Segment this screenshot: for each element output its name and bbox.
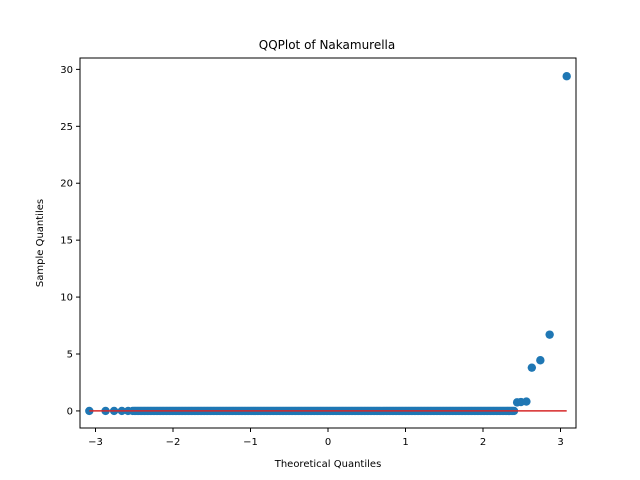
y-tick-label: 0 (67, 406, 73, 417)
x-tick-label: 3 (557, 437, 563, 448)
x-axis-label: Theoretical Quantiles (274, 459, 382, 470)
data-point (536, 356, 545, 365)
x-tick-label: −2 (166, 437, 181, 448)
data-point (527, 363, 537, 372)
y-axis-label: Sample Quantiles (35, 199, 46, 287)
y-tick-label: 5 (67, 350, 73, 361)
y-tick-label: 10 (60, 293, 73, 304)
x-tick-label: 0 (325, 437, 331, 448)
y-tick-label: 15 (60, 236, 73, 247)
x-axis: −3 −2 −1 0 1 2 3 (88, 428, 564, 448)
y-tick-label: 20 (60, 179, 73, 190)
y-axis: 0 5 10 15 20 25 30 (60, 65, 80, 417)
plot-area (85, 72, 571, 416)
y-tick-label: 30 (60, 65, 73, 76)
data-point (562, 72, 571, 81)
x-tick-label: −3 (88, 437, 103, 448)
x-tick-label: 2 (480, 437, 486, 448)
x-tick-label: −1 (243, 437, 258, 448)
data-point (545, 330, 554, 339)
y-tick-label: 25 (60, 122, 73, 133)
x-tick-label: 1 (402, 437, 408, 448)
axes-frame (79, 57, 577, 429)
data-point (522, 397, 531, 406)
chart-title: QQPlot of Nakamurella (259, 38, 396, 52)
